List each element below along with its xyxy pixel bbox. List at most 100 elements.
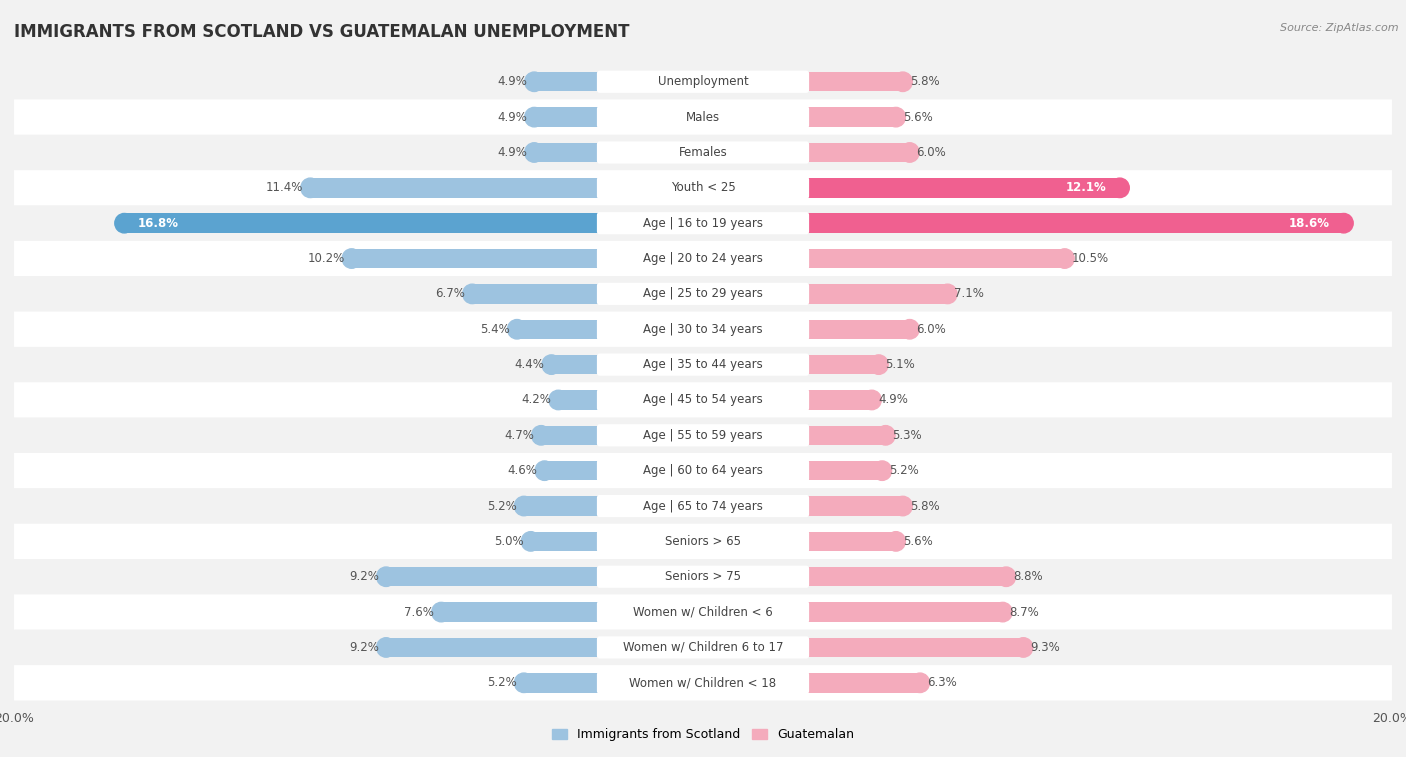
FancyBboxPatch shape [14, 559, 1392, 594]
Bar [703, 461, 882, 481]
Text: 5.6%: 5.6% [903, 535, 932, 548]
FancyBboxPatch shape [14, 382, 1392, 418]
Bar [703, 107, 896, 127]
Text: Women w/ Children < 18: Women w/ Children < 18 [630, 676, 776, 690]
FancyBboxPatch shape [598, 318, 808, 341]
Text: 6.0%: 6.0% [917, 322, 946, 336]
Text: Women w/ Children < 6: Women w/ Children < 6 [633, 606, 773, 618]
Bar [387, 637, 703, 657]
Text: 7.1%: 7.1% [955, 288, 984, 301]
FancyBboxPatch shape [14, 347, 1392, 382]
Bar [703, 567, 1007, 587]
Text: Age | 55 to 59 years: Age | 55 to 59 years [643, 428, 763, 442]
Text: Seniors > 75: Seniors > 75 [665, 570, 741, 583]
Text: Unemployment: Unemployment [658, 75, 748, 89]
Text: Females: Females [679, 146, 727, 159]
Bar [524, 673, 703, 693]
Text: Seniors > 65: Seniors > 65 [665, 535, 741, 548]
Text: 5.3%: 5.3% [893, 428, 922, 442]
Text: 9.2%: 9.2% [349, 570, 380, 583]
Circle shape [522, 531, 540, 551]
FancyBboxPatch shape [598, 212, 808, 234]
FancyBboxPatch shape [598, 601, 808, 623]
Circle shape [524, 107, 544, 127]
Text: Women w/ Children 6 to 17: Women w/ Children 6 to 17 [623, 641, 783, 654]
Text: 4.7%: 4.7% [505, 428, 534, 442]
Text: 6.0%: 6.0% [917, 146, 946, 159]
Bar [534, 143, 703, 162]
Text: 5.0%: 5.0% [495, 535, 524, 548]
Circle shape [1056, 249, 1074, 268]
Text: Youth < 25: Youth < 25 [671, 182, 735, 195]
Circle shape [524, 72, 544, 92]
Circle shape [911, 673, 929, 693]
Bar [534, 107, 703, 127]
FancyBboxPatch shape [14, 276, 1392, 312]
Circle shape [463, 284, 482, 304]
Bar [541, 425, 703, 445]
Circle shape [377, 567, 395, 587]
Bar [472, 284, 703, 304]
Text: 5.2%: 5.2% [488, 500, 517, 512]
Text: Source: ZipAtlas.com: Source: ZipAtlas.com [1281, 23, 1399, 33]
Bar [531, 531, 703, 551]
Text: 8.7%: 8.7% [1010, 606, 1039, 618]
Text: 5.1%: 5.1% [886, 358, 915, 371]
Text: 5.6%: 5.6% [903, 111, 932, 123]
Circle shape [900, 319, 920, 339]
Bar [703, 673, 920, 693]
Circle shape [862, 391, 882, 410]
FancyBboxPatch shape [598, 459, 808, 481]
Bar [544, 461, 703, 481]
Circle shape [938, 284, 957, 304]
FancyBboxPatch shape [598, 106, 808, 128]
Legend: Immigrants from Scotland, Guatemalan: Immigrants from Scotland, Guatemalan [547, 723, 859, 746]
Bar [703, 213, 1344, 233]
FancyBboxPatch shape [14, 135, 1392, 170]
Text: 5.2%: 5.2% [488, 676, 517, 690]
Text: 8.8%: 8.8% [1012, 570, 1043, 583]
Bar [703, 319, 910, 339]
Bar [703, 531, 896, 551]
Bar [703, 284, 948, 304]
Bar [517, 319, 703, 339]
Bar [703, 425, 886, 445]
Text: Age | 30 to 34 years: Age | 30 to 34 years [643, 322, 763, 336]
Bar [703, 355, 879, 374]
Bar [551, 355, 703, 374]
FancyBboxPatch shape [14, 241, 1392, 276]
Circle shape [515, 497, 533, 516]
Circle shape [900, 143, 920, 162]
FancyBboxPatch shape [598, 495, 808, 517]
Text: Males: Males [686, 111, 720, 123]
Circle shape [869, 355, 889, 374]
Circle shape [1334, 213, 1353, 233]
Bar [703, 72, 903, 92]
Text: 10.2%: 10.2% [308, 252, 344, 265]
Text: 4.9%: 4.9% [498, 146, 527, 159]
FancyBboxPatch shape [598, 354, 808, 375]
Text: 10.5%: 10.5% [1071, 252, 1109, 265]
Circle shape [548, 391, 568, 410]
FancyBboxPatch shape [14, 99, 1392, 135]
Circle shape [515, 673, 533, 693]
Bar [703, 391, 872, 410]
Text: 6.3%: 6.3% [927, 676, 956, 690]
Text: 9.2%: 9.2% [349, 641, 380, 654]
FancyBboxPatch shape [598, 531, 808, 553]
Text: Age | 60 to 64 years: Age | 60 to 64 years [643, 464, 763, 477]
FancyBboxPatch shape [14, 64, 1392, 99]
Text: 4.4%: 4.4% [515, 358, 544, 371]
Circle shape [893, 72, 912, 92]
Circle shape [115, 213, 134, 233]
FancyBboxPatch shape [598, 142, 808, 164]
Circle shape [342, 249, 361, 268]
Circle shape [873, 461, 891, 481]
FancyBboxPatch shape [598, 283, 808, 305]
Text: 5.8%: 5.8% [910, 75, 939, 89]
Text: Age | 45 to 54 years: Age | 45 to 54 years [643, 394, 763, 407]
Circle shape [1111, 178, 1129, 198]
Bar [703, 143, 910, 162]
FancyBboxPatch shape [598, 389, 808, 411]
Text: IMMIGRANTS FROM SCOTLAND VS GUATEMALAN UNEMPLOYMENT: IMMIGRANTS FROM SCOTLAND VS GUATEMALAN U… [14, 23, 630, 41]
